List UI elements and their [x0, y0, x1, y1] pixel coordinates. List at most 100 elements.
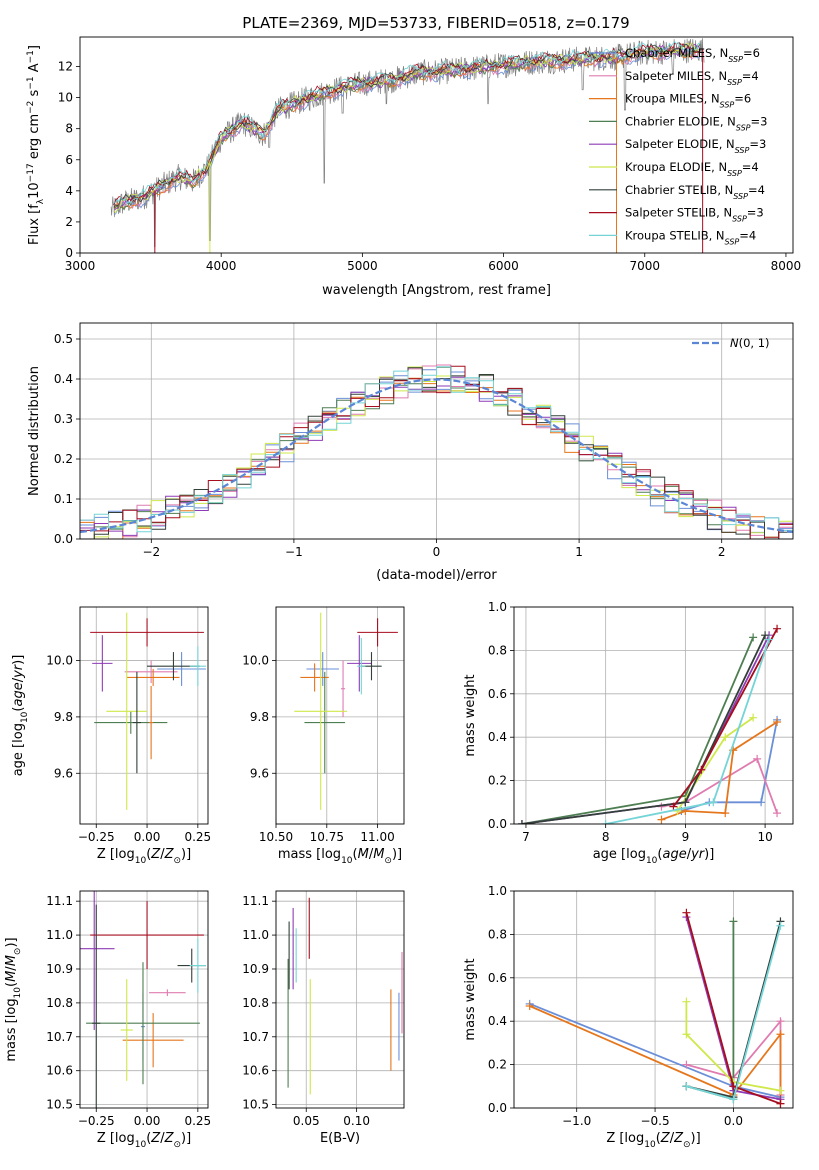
y-tick-label: 0.1 — [54, 492, 73, 506]
x-tick-label: 0.10 — [343, 1114, 370, 1128]
y-tick-label: 10.9 — [46, 962, 73, 976]
y-tick-label: 4 — [65, 184, 73, 198]
x-tick-label: 0.00 — [134, 1114, 161, 1128]
y-tick-label: 9.6 — [250, 766, 269, 780]
y-axis-label: mass [log10(M/M⊙)] — [4, 937, 23, 1061]
x-tick-label: 8000 — [771, 259, 802, 273]
x-tick-label: −1.0 — [562, 1114, 591, 1128]
weight-marker — [729, 1095, 738, 1104]
y-tick-label: 0.3 — [54, 412, 73, 426]
y-tick-label: 0 — [65, 246, 73, 260]
x-axis-label: age [log10(age/yr)] — [593, 847, 715, 866]
axes-frame — [79, 890, 209, 1109]
y-tick-label: 10.6 — [242, 1064, 269, 1078]
x-tick-label: 0.0 — [724, 1114, 743, 1128]
weight-marker — [657, 815, 666, 824]
axes: 7 8 9 10 0.0 0.2 0.4 0.6 0.8 1.0 — [488, 600, 773, 844]
weight-marker — [669, 802, 678, 811]
y-tick-label: 1.0 — [488, 884, 507, 898]
axes: 10.50 10.75 11.00 9.6 9.8 10.0 — [242, 654, 394, 844]
weight-marker — [773, 809, 782, 818]
y-tick-label: 9.8 — [250, 710, 269, 724]
y-tick-label: 6 — [65, 153, 73, 167]
legend-entry: Chabrier ELODIE, NSSP=3 — [625, 114, 767, 131]
y-axis-label: Flux [fλ10−17 erg cm−2 s−1 A−1] — [26, 45, 46, 245]
weight-marker — [776, 1099, 785, 1108]
x-tick-label: −1 — [285, 545, 303, 559]
y-tick-label: 10.9 — [242, 962, 269, 976]
weight-marker — [776, 1030, 785, 1039]
x-tick-label: 10.75 — [310, 830, 344, 844]
x-axis-label: mass [log10(M/M⊙)] — [278, 847, 402, 866]
plot-area — [294, 612, 398, 810]
plot-area — [90, 612, 206, 810]
y-tick-label: 0.0 — [488, 1101, 507, 1115]
x-tick-label: 8 — [602, 830, 610, 844]
axes-frame — [275, 606, 405, 825]
axes-frame — [513, 606, 794, 825]
y-axis-label: mass weight — [463, 958, 478, 1040]
weight-marker — [776, 921, 785, 930]
plot-area — [110, 38, 705, 253]
y-tick-label: 0.8 — [488, 643, 507, 657]
y-tick-label: 0.6 — [488, 687, 507, 701]
axes-frame — [79, 322, 794, 540]
weight-marker — [682, 997, 691, 1006]
y-tick-label: 11.0 — [46, 928, 73, 942]
x-axis-label: Z [log10(Z/Z⊙)] — [97, 1131, 191, 1150]
x-tick-label: 9 — [682, 830, 690, 844]
weight-marker — [517, 820, 526, 824]
x-axis-label: (data-model)/error — [376, 568, 497, 583]
y-tick-label: 10.5 — [242, 1098, 269, 1112]
residual-histogram-1 — [80, 364, 793, 539]
y-tick-label: 10.0 — [46, 654, 73, 668]
y-tick-label: 0.8 — [488, 927, 507, 941]
axes: −2 −1 0 1 2 0.0 0.1 0.2 0.3 0.4 0.5 — [54, 332, 726, 559]
x-tick-label: 4000 — [206, 259, 237, 273]
x-tick-label: 11.00 — [360, 830, 394, 844]
residual-histogram-7 — [80, 365, 793, 539]
weight-marker — [682, 1060, 691, 1069]
x-axis-label: E(B-V) — [320, 1131, 360, 1146]
model-spectrum-6 — [113, 42, 701, 208]
residual-histogram-8 — [80, 366, 793, 533]
x-tick-label: 0.05 — [293, 1114, 320, 1128]
plot-area — [80, 891, 206, 1108]
y-tick-label: 10 — [58, 91, 73, 105]
y-tick-label: 0.2 — [488, 774, 507, 788]
y-tick-label: 0.0 — [488, 817, 507, 831]
weight-marker — [773, 718, 782, 727]
plot-area — [525, 908, 785, 1108]
x-tick-label: 0 — [433, 545, 441, 559]
axes: −0.25 0.00 0.25 10.5 10.6 10.7 10.8 10.9 11.0 11.… — [46, 894, 211, 1128]
weight-marker — [776, 1086, 785, 1095]
axes-frame — [79, 36, 794, 254]
y-tick-label: 10.5 — [46, 1098, 73, 1112]
x-tick-label: −0.5 — [640, 1114, 669, 1128]
model-spectrum-7 — [113, 42, 701, 205]
axes-frame — [79, 606, 209, 825]
x-tick-label: 1 — [575, 545, 583, 559]
plot-area — [517, 624, 782, 824]
axes: −0.25 0.00 0.25 9.6 9.8 10.0 — [46, 654, 211, 844]
panel-spectrum: 3000 4000 5000 6000 7000 8000 0 2 4 6 8 10 12 wavelen… — [26, 36, 802, 298]
y-tick-label: 1.0 — [488, 600, 507, 614]
weight-marker — [761, 631, 770, 640]
x-tick-label: 5000 — [347, 259, 378, 273]
y-axis-label: mass weight — [463, 674, 478, 756]
y-tick-label: 0.4 — [54, 372, 73, 386]
x-tick-label: 7000 — [629, 259, 660, 273]
plot-area — [80, 364, 793, 539]
y-tick-label: 11.1 — [242, 894, 269, 908]
plot-area — [287, 897, 403, 1095]
x-tick-label: 2 — [718, 545, 726, 559]
legend-entry: N(0, 1) — [730, 336, 770, 350]
x-tick-label: 0.25 — [184, 830, 211, 844]
weight-marker — [749, 713, 758, 722]
panel-age-vs-Z: −0.25 0.00 0.25 9.6 9.8 10.0 Z [log10(Z/Z⊙)] ag… — [11, 606, 211, 866]
legend-entry: Kroupa ELODIE, NSSP=4 — [625, 160, 759, 178]
y-tick-label: 9.8 — [54, 710, 73, 724]
y-tick-label: 10.7 — [242, 1030, 269, 1044]
figure-title: PLATE=2369, MJD=53733, FIBERID=0518, z=0… — [242, 14, 629, 32]
weight-marker — [776, 1017, 785, 1026]
